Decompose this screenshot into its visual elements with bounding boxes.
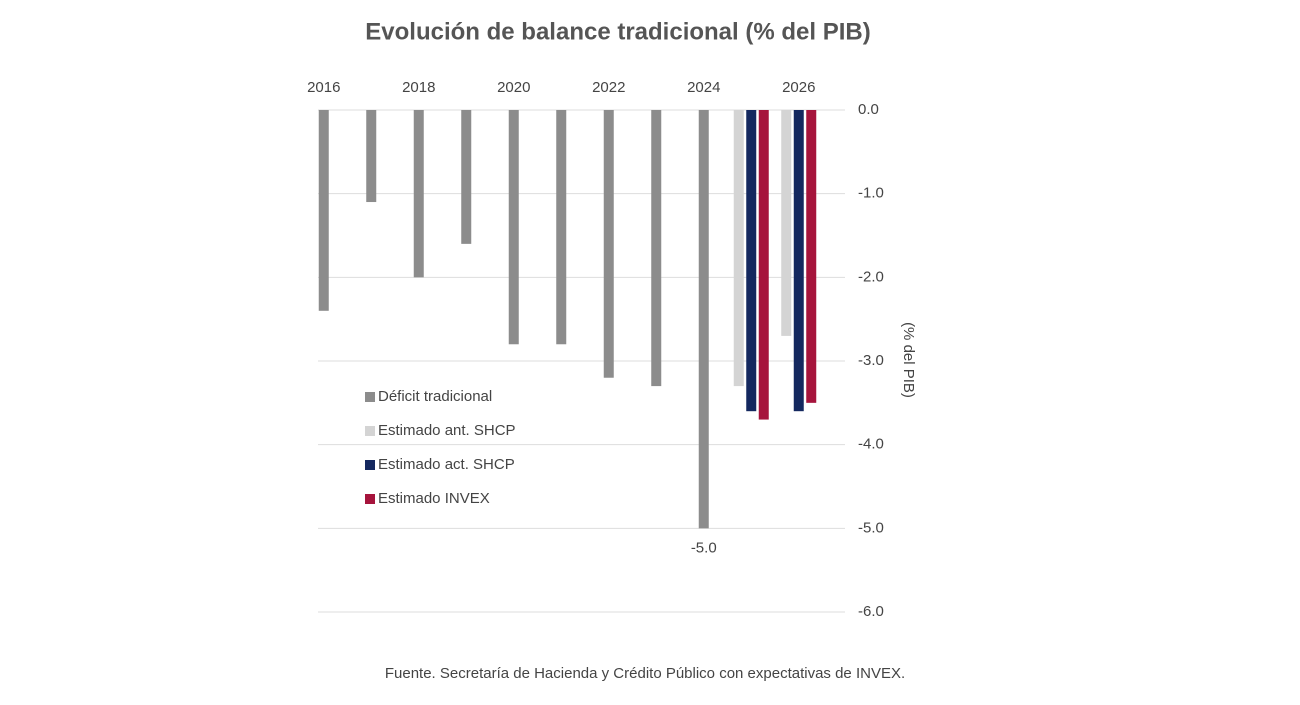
bar bbox=[698, 110, 709, 529]
legend-label: Déficit tradicional bbox=[378, 388, 492, 405]
bar bbox=[781, 110, 792, 336]
legend-label: Estimado act. SHCP bbox=[378, 456, 515, 473]
x-tick-label: 2022 bbox=[592, 79, 625, 96]
legend-swatch bbox=[365, 494, 375, 504]
y-tick-label: -6.0 bbox=[858, 603, 884, 620]
y-tick-label: -3.0 bbox=[858, 352, 884, 369]
bar bbox=[318, 110, 329, 311]
legend-swatch bbox=[365, 426, 375, 436]
y-tick-label: -2.0 bbox=[858, 268, 884, 285]
legend-swatch bbox=[365, 392, 375, 402]
bar bbox=[746, 110, 757, 412]
y-tick-label: -4.0 bbox=[858, 436, 884, 453]
y-tick-label: 0.0 bbox=[858, 101, 879, 118]
bar bbox=[508, 110, 519, 345]
bar bbox=[733, 110, 744, 387]
x-tick-label: 2024 bbox=[687, 79, 720, 96]
legend-swatch bbox=[365, 460, 375, 470]
bar bbox=[556, 110, 567, 345]
bar bbox=[366, 110, 377, 203]
data-label: -5.0 bbox=[691, 539, 717, 556]
y-tick-label: -1.0 bbox=[858, 185, 884, 202]
legend-label: Estimado ant. SHCP bbox=[378, 422, 516, 439]
chart-title: Evolución de balance tradicional (% del … bbox=[365, 18, 870, 45]
bar bbox=[603, 110, 614, 378]
y-tick-label: -5.0 bbox=[858, 519, 884, 536]
bar bbox=[758, 110, 769, 420]
x-tick-label: 2026 bbox=[782, 79, 815, 96]
x-tick-label: 2016 bbox=[307, 79, 340, 96]
bar bbox=[806, 110, 817, 403]
bar bbox=[461, 110, 472, 244]
x-tick-label: 2018 bbox=[402, 79, 435, 96]
bar bbox=[793, 110, 804, 412]
x-tick-label: 2020 bbox=[497, 79, 530, 96]
legend-label: Estimado INVEX bbox=[378, 490, 490, 507]
bar bbox=[651, 110, 662, 387]
bar bbox=[413, 110, 424, 278]
y-axis-label: (% del PIB) bbox=[900, 322, 917, 398]
source-note: Fuente. Secretaría de Hacienda y Crédito… bbox=[385, 665, 905, 682]
